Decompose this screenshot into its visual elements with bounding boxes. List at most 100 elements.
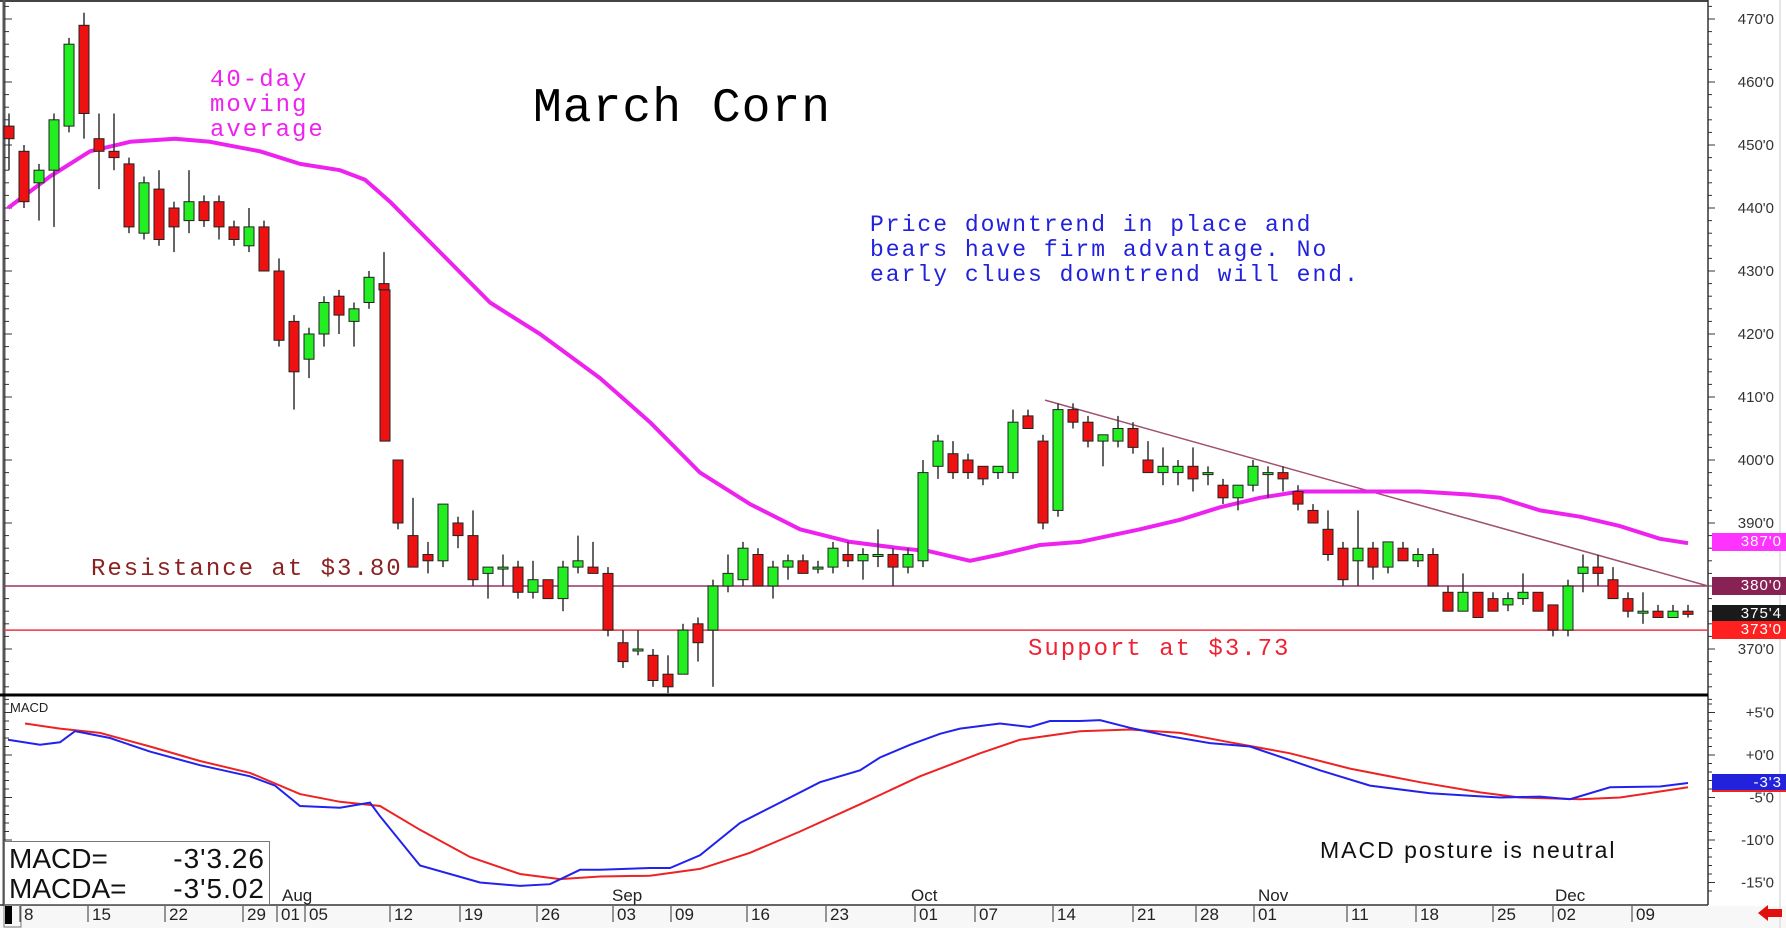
candle: [677, 623, 689, 675]
candle: [1172, 460, 1184, 486]
candle: [1127, 422, 1139, 454]
candle: [213, 195, 225, 240]
candle: [1502, 592, 1514, 612]
candle: [1037, 434, 1049, 530]
month-label: Sep: [612, 886, 642, 905]
candle: [1682, 604, 1694, 618]
macd-line: [7, 719, 1689, 887]
macda-readout-value: -3'5.02: [173, 873, 265, 904]
macd-readout-value: -3'3.26: [173, 843, 265, 874]
candle: [1187, 447, 1199, 492]
candle: [123, 157, 135, 234]
candle: [1607, 567, 1619, 600]
candle: [752, 548, 764, 587]
candle: [662, 655, 674, 694]
month-label: Oct: [911, 886, 938, 905]
macd-axis-labels: +5'0 +0'0 -5'0 -10'0 -15'0: [1741, 705, 1774, 892]
month-label: Aug: [282, 886, 312, 905]
candle: [782, 554, 794, 580]
candle: [527, 560, 539, 599]
candle: [992, 465, 1004, 479]
candle: [557, 560, 569, 612]
price-axis-tick: 390'0: [1738, 515, 1774, 532]
candle: [1082, 415, 1094, 448]
price-axis-labels: 470'0 460'0 450'0 440'0 430'0 420'0 410'0 400'0…: [1738, 11, 1774, 658]
scroll-track-start: [3, 904, 22, 928]
candle: [1472, 591, 1484, 618]
date-tick: 21: [1137, 905, 1156, 924]
candle: [1232, 484, 1244, 511]
date-tick: 14: [1057, 905, 1076, 924]
candle: [183, 170, 195, 234]
candle: [707, 579, 719, 687]
candle: [1487, 592, 1499, 612]
candle: [379, 289, 391, 442]
candle: [1622, 592, 1634, 618]
price-tag-resistance: 380'0: [1712, 577, 1786, 595]
scroll-handle[interactable]: [5, 906, 12, 924]
candle: [812, 560, 824, 574]
analysis-comment: Price downtrend in place and bears have …: [870, 212, 1360, 288]
date-tick: 8: [24, 905, 33, 924]
candle: [1292, 485, 1304, 511]
candle: [198, 195, 210, 227]
macda-line: [24, 722, 1689, 881]
candle: [857, 548, 869, 580]
back-arrow-icon[interactable]: [1758, 904, 1782, 922]
candle: [572, 535, 584, 574]
candle: [617, 630, 629, 668]
resistance-label: Resistance at $3.80: [91, 556, 403, 583]
candle: [1157, 447, 1169, 486]
candle: [482, 566, 494, 599]
candle: [303, 327, 315, 379]
candle: [452, 516, 464, 549]
candle: [1562, 579, 1574, 637]
price-axis-tick: 440'0: [1738, 200, 1774, 217]
candle: [1352, 510, 1364, 586]
candle: [363, 271, 375, 309]
macd-axis-tick: -15'0: [1741, 875, 1774, 892]
date-tick: 29: [247, 905, 266, 924]
price-axis-tick: 450'0: [1738, 137, 1774, 154]
candle: [932, 434, 944, 479]
moving-average-label: 40-day moving average: [210, 67, 325, 144]
candle: [1052, 403, 1064, 517]
candle: [1277, 466, 1289, 492]
month-label: Dec: [1555, 886, 1586, 905]
date-tick: 26: [541, 905, 560, 924]
candle: [827, 541, 839, 574]
macd-axis-tick: -10'0: [1741, 832, 1774, 849]
macd-panel-title: MACD: [10, 700, 49, 715]
candle: [78, 12, 90, 139]
candle: [1412, 548, 1424, 568]
candle: [467, 510, 479, 586]
date-tick: 09: [675, 905, 694, 924]
candle: [962, 453, 974, 479]
month-label: Nov: [1258, 886, 1289, 905]
macda-readout-label: MACDA=: [9, 873, 127, 904]
candle: [1112, 415, 1124, 448]
candle: [902, 548, 914, 574]
price-axis-tick: 410'0: [1738, 389, 1774, 406]
candle: [1007, 409, 1019, 479]
date-tick: 01: [1258, 905, 1277, 924]
candle: [542, 579, 554, 600]
candle: [887, 548, 899, 586]
candle: [1577, 554, 1589, 593]
candle: [348, 302, 360, 347]
right-axis-ticks: [1708, 5, 1715, 892]
candle: [1217, 478, 1229, 505]
date-tick: 09: [1636, 905, 1655, 924]
candle: [497, 554, 509, 586]
date-tick: 02: [1557, 905, 1576, 924]
date-tick: 18: [1420, 905, 1439, 924]
macd-readout: MACD= -3'3.26 MACDA= -3'5.02: [4, 841, 270, 905]
candle: [872, 529, 884, 568]
candle: [63, 37, 75, 133]
date-tick: 22: [169, 905, 188, 924]
candle: [48, 113, 60, 227]
macd-posture-note: MACD posture is neutral: [1320, 837, 1617, 863]
candle: [333, 289, 345, 334]
candle: [1382, 541, 1394, 574]
